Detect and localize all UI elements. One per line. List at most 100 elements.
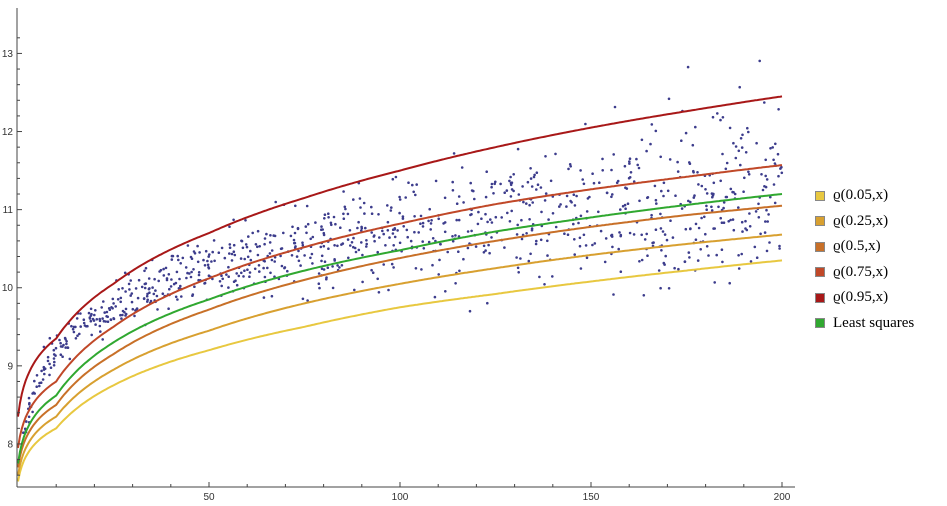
scatter-point	[227, 265, 230, 269]
scatter-point	[747, 173, 751, 176]
scatter-point	[392, 244, 396, 247]
scatter-point	[111, 297, 115, 301]
scatter-point	[535, 171, 539, 174]
scatter-point	[101, 338, 104, 341]
scatter-point	[477, 210, 480, 214]
scatter-point	[605, 191, 609, 195]
scatter-point	[357, 220, 360, 224]
scatter-point	[700, 184, 704, 188]
scatter-point	[365, 239, 368, 242]
scatter-point	[623, 164, 627, 168]
scatter-point	[729, 187, 733, 191]
legend-swatch	[815, 190, 825, 201]
scatter-point	[305, 204, 309, 208]
legend-swatch	[815, 241, 825, 252]
scatter-point	[407, 181, 410, 184]
scatter-point	[616, 179, 620, 183]
scatter-point	[326, 266, 330, 270]
scatter-point	[309, 237, 313, 241]
scatter-point	[763, 231, 767, 234]
scatter-point	[546, 254, 549, 257]
scatter-point	[591, 172, 594, 175]
scatter-point	[588, 195, 591, 199]
scatter-point	[94, 309, 97, 312]
scatter-point	[451, 180, 455, 184]
scatter-point	[303, 254, 306, 257]
scatter-point	[765, 208, 768, 212]
scatter-point	[280, 247, 284, 250]
scatter-point	[235, 272, 238, 275]
scatter-point	[228, 243, 232, 246]
scatter-point	[493, 182, 497, 186]
scatter-point	[601, 157, 604, 161]
scatter-point	[88, 316, 92, 319]
scatter-point	[142, 297, 146, 300]
scatter-point	[352, 236, 355, 240]
scatter-point	[753, 245, 757, 249]
scatter-point	[724, 195, 728, 199]
scatter-point	[439, 243, 442, 246]
scatter-point	[640, 258, 644, 262]
scatter-point	[597, 210, 600, 214]
scatter-point	[235, 283, 239, 287]
scatter-point	[358, 197, 362, 200]
scatter-point	[731, 218, 735, 221]
scatter-point	[741, 133, 744, 137]
scatter-point	[197, 273, 201, 277]
scatter-point	[343, 205, 347, 209]
scatter-point	[484, 249, 487, 252]
scatter-point	[177, 258, 180, 262]
scatter-point	[280, 264, 284, 268]
scatter-point	[405, 228, 409, 232]
scatter-point	[419, 214, 423, 218]
scatter-point	[186, 244, 190, 247]
scatter-point	[162, 267, 165, 271]
scatter-point	[712, 227, 715, 230]
scatter-point	[558, 205, 561, 208]
scatter-point	[184, 266, 188, 269]
scatter-point	[744, 151, 748, 154]
scatter-point	[539, 186, 543, 189]
scatter-point	[243, 257, 246, 261]
scatter-point	[568, 163, 572, 166]
scatter-point	[454, 282, 457, 285]
scatter-point	[370, 268, 373, 272]
scatter-point	[391, 232, 395, 235]
scatter-point	[451, 235, 454, 238]
scatter-point	[532, 175, 536, 179]
scatter-point	[336, 264, 339, 267]
scatter-point	[689, 227, 692, 230]
scatter-point	[662, 261, 666, 265]
scatter-point	[462, 257, 465, 261]
legend-item: Least squares	[815, 311, 945, 337]
scatter-point	[331, 265, 334, 268]
scatter-point	[322, 244, 326, 248]
scatter-point	[455, 218, 459, 222]
scatter-point	[428, 207, 432, 211]
scatter-point	[119, 313, 122, 317]
scatter-point	[245, 245, 249, 249]
scatter-point	[668, 158, 672, 161]
scatter-point	[721, 152, 724, 156]
scatter-point	[673, 266, 676, 270]
scatter-point	[189, 275, 193, 279]
scatter-point	[146, 292, 149, 296]
scatter-point	[251, 231, 254, 235]
scatter-point	[567, 167, 570, 171]
scatter-point	[161, 292, 165, 296]
scatter-point	[240, 271, 243, 275]
scatter-point	[748, 212, 751, 215]
scatter-point	[515, 256, 518, 259]
scatter-point	[74, 325, 77, 329]
scatter-point	[693, 194, 696, 197]
scatter-point	[248, 271, 252, 274]
y-tick-label: 12	[2, 127, 14, 138]
scatter-point	[144, 266, 148, 270]
scatter-point	[272, 234, 276, 237]
scatter-point	[393, 228, 397, 231]
curve-series-4	[17, 95, 783, 417]
scatter-point	[262, 296, 266, 299]
scatter-point	[584, 122, 587, 126]
scatter-point	[38, 384, 41, 388]
legend-label: ϱ(0.5,x)	[833, 238, 881, 255]
